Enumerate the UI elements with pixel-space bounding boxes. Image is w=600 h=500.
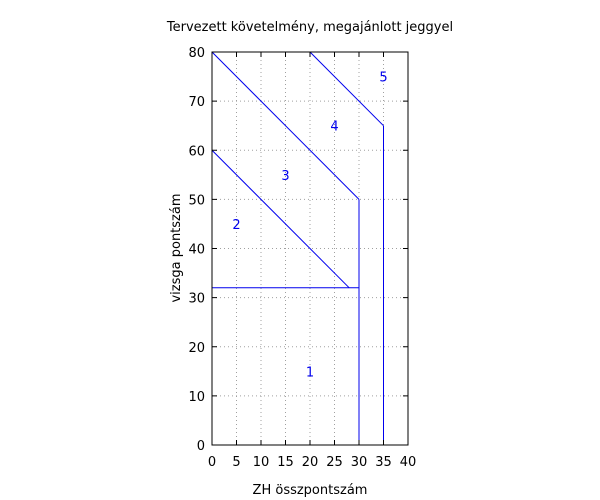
y-tick-label: 20 bbox=[188, 341, 205, 356]
region-label: 4 bbox=[330, 120, 338, 135]
region-label: 5 bbox=[379, 71, 387, 86]
y-tick-label: 60 bbox=[188, 144, 205, 159]
y-tick-label: 0 bbox=[197, 439, 205, 454]
boundary-line bbox=[309, 51, 384, 127]
x-tick-label: 10 bbox=[253, 455, 270, 470]
y-tick-label: 70 bbox=[188, 95, 205, 110]
y-tick-label: 50 bbox=[188, 193, 205, 208]
region-label: 2 bbox=[232, 218, 240, 233]
x-tick-label: 5 bbox=[232, 455, 240, 470]
y-tick-label: 80 bbox=[188, 46, 205, 61]
region-labels: 1 2 3 4 5 bbox=[232, 71, 387, 381]
boundary-line bbox=[211, 149, 350, 289]
y-tick-label: 10 bbox=[188, 390, 205, 405]
x-tick-label: 40 bbox=[400, 455, 417, 470]
x-tick-label: 30 bbox=[351, 455, 368, 470]
x-axis-label: ZH összpontszám bbox=[253, 483, 368, 498]
chart-title: Tervezett követelmény, megajánlott jeggy… bbox=[166, 20, 453, 35]
y-axis-label: vizsga pontszám bbox=[169, 193, 184, 302]
x-tick-label: 15 bbox=[277, 455, 294, 470]
y-tick-label: 40 bbox=[188, 243, 205, 258]
y-tick-label: 30 bbox=[188, 292, 205, 307]
x-tick-label: 0 bbox=[208, 455, 216, 470]
region-label: 1 bbox=[306, 365, 314, 380]
region-label: 3 bbox=[281, 169, 289, 184]
data-lines bbox=[211, 51, 384, 445]
x-tick-label: 20 bbox=[302, 455, 319, 470]
x-tick-label: 25 bbox=[326, 455, 343, 470]
boundary-line bbox=[211, 51, 360, 200]
x-tick-label: 35 bbox=[375, 455, 392, 470]
